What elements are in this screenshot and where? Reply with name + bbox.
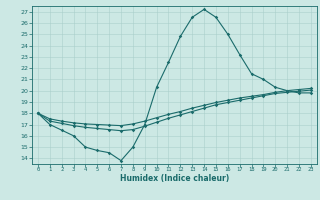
X-axis label: Humidex (Indice chaleur): Humidex (Indice chaleur) — [120, 174, 229, 183]
